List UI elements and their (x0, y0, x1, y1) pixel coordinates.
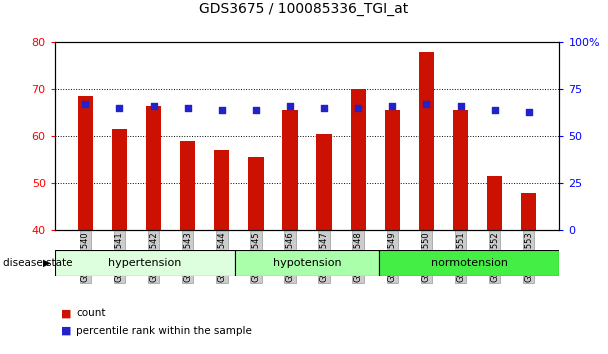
Bar (316, 134, 332, 230)
Point (353, 105, 363, 111)
Text: disease state: disease state (3, 258, 72, 268)
Text: percentile rank within the sample: percentile rank within the sample (76, 326, 252, 336)
Bar (379, 250, 559, 276)
Bar (282, 110, 298, 230)
Bar (521, 193, 536, 230)
Text: hypertension: hypertension (108, 258, 182, 268)
Point (183, 105, 193, 111)
Text: normotension: normotension (430, 258, 508, 268)
Bar (78, 96, 93, 230)
Point (490, 107, 500, 113)
Bar (146, 106, 161, 230)
Point (285, 103, 295, 109)
Bar (55, 250, 235, 276)
Bar (487, 176, 502, 230)
Bar (419, 52, 434, 230)
Point (387, 103, 397, 109)
Text: ■: ■ (61, 308, 71, 318)
Text: ■: ■ (61, 326, 71, 336)
Bar (248, 158, 263, 230)
Point (217, 107, 227, 113)
Bar (235, 250, 379, 276)
Bar (214, 150, 229, 230)
Point (149, 103, 159, 109)
Point (455, 103, 465, 109)
Point (251, 107, 261, 113)
Point (80, 102, 90, 107)
Point (114, 105, 124, 111)
Point (421, 102, 431, 107)
Bar (351, 89, 366, 230)
Point (524, 109, 534, 115)
Bar (112, 129, 127, 230)
Text: count: count (76, 308, 106, 318)
Text: GDS3675 / 100085336_TGI_at: GDS3675 / 100085336_TGI_at (199, 2, 409, 16)
Text: hypotension: hypotension (273, 258, 341, 268)
Bar (453, 110, 468, 230)
Text: ▶: ▶ (43, 258, 50, 268)
Bar (180, 141, 195, 230)
Point (319, 105, 329, 111)
Bar (385, 110, 400, 230)
